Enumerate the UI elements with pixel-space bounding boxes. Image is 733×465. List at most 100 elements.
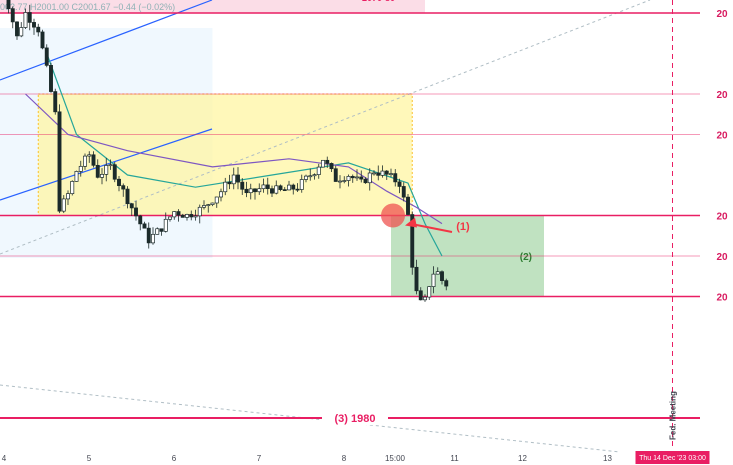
candle-body xyxy=(287,184,291,191)
pink-zone-label: 2070-80 xyxy=(362,0,395,3)
candle-body xyxy=(74,171,79,182)
candle-body xyxy=(155,228,160,235)
candle-body xyxy=(397,181,402,187)
candle-body xyxy=(384,170,389,175)
candle-body xyxy=(172,211,177,218)
candle-body xyxy=(346,176,351,181)
candle-body xyxy=(117,178,121,186)
x-tick-label: 4 xyxy=(2,454,7,463)
candle-body xyxy=(134,207,138,217)
green-target-zone-label: (2) xyxy=(520,252,532,263)
candle-body xyxy=(44,47,49,66)
candle-body xyxy=(240,181,245,190)
candle-body xyxy=(401,186,406,198)
x-tick-label: 11 xyxy=(450,454,459,463)
candle-body xyxy=(423,296,427,301)
candle-body xyxy=(261,184,266,190)
x-tick-label: 12 xyxy=(518,454,527,463)
candle-body xyxy=(146,227,151,244)
candle-body xyxy=(393,173,398,183)
candle-body xyxy=(333,168,338,182)
candle-body xyxy=(104,165,109,175)
y-tick-label: 20 xyxy=(716,293,728,304)
candle-body xyxy=(40,31,45,49)
candle-body xyxy=(316,166,321,175)
candle-body xyxy=(227,181,232,185)
y-tick-label: 20 xyxy=(716,212,728,223)
candle-body xyxy=(176,211,181,216)
candle-body xyxy=(121,185,126,190)
candle-body xyxy=(206,204,211,206)
candle-body xyxy=(253,188,257,193)
candle-body xyxy=(367,172,372,184)
candle-body xyxy=(61,198,66,212)
candle-body xyxy=(278,185,283,190)
level-1980-label-bg xyxy=(322,410,388,425)
candle-body xyxy=(87,154,92,157)
level-1980-label: (3) 1980 xyxy=(335,413,376,425)
candle-body xyxy=(359,176,364,180)
candle-body xyxy=(53,91,58,113)
candle-body xyxy=(142,223,147,229)
x-tick-label: 8 xyxy=(342,454,347,463)
candle-body xyxy=(95,164,100,178)
candle-body xyxy=(57,111,62,212)
y-tick-label: 20 xyxy=(716,131,728,142)
candle-body xyxy=(427,286,432,298)
candle-body xyxy=(231,174,236,185)
candle-body xyxy=(248,188,253,194)
candle-body xyxy=(23,12,28,28)
candle-body xyxy=(431,273,436,287)
candle-body xyxy=(321,159,325,168)
y-tick-label: 20 xyxy=(716,90,728,101)
candle-body xyxy=(304,175,308,180)
pink-zone xyxy=(0,0,425,13)
dotted-trend-up xyxy=(0,0,651,255)
candle-body xyxy=(202,205,206,208)
candle-body xyxy=(325,159,330,164)
candle-body xyxy=(380,170,385,176)
candle-body xyxy=(295,188,300,191)
candle-body xyxy=(168,216,172,220)
candle-body xyxy=(36,26,41,33)
candle-body xyxy=(193,215,198,218)
candle-body xyxy=(410,214,415,268)
candle-body xyxy=(338,180,342,183)
candle-body xyxy=(363,178,368,184)
candle-body xyxy=(244,188,249,194)
x-tick-label: 13 xyxy=(603,454,612,463)
candle-body xyxy=(265,184,270,190)
fed-meeting-label: Fed. Meeting xyxy=(669,391,678,440)
candle-body xyxy=(129,203,134,209)
candle-body xyxy=(257,188,262,193)
candle-body xyxy=(6,0,11,10)
candle-body xyxy=(32,22,36,28)
candle-body xyxy=(15,21,19,37)
candle-body xyxy=(291,184,296,190)
yellow-consolidation-zone xyxy=(38,94,413,216)
candle-body xyxy=(444,280,449,287)
candle-body xyxy=(282,189,287,191)
candle-body xyxy=(299,179,304,190)
candle-body xyxy=(66,193,70,200)
candle-body xyxy=(274,185,279,194)
candle-body xyxy=(214,196,219,204)
candle-body xyxy=(180,214,185,218)
candle-body xyxy=(83,155,87,167)
candle-body xyxy=(414,266,419,292)
candle-body xyxy=(49,65,53,92)
time-cursor-label: Thu 14 Dec '23 03:00 xyxy=(639,455,706,462)
candle-body xyxy=(27,12,32,23)
candle-body xyxy=(78,165,83,172)
candle-body xyxy=(159,228,164,232)
candle-body xyxy=(312,174,317,177)
candle-body xyxy=(125,188,130,205)
time-cursor-badge xyxy=(635,451,710,464)
candle-body xyxy=(342,180,347,182)
candle-body xyxy=(435,271,440,275)
candle-body xyxy=(138,215,143,225)
candle-body xyxy=(406,196,410,215)
candle-body xyxy=(210,202,215,205)
candle-body xyxy=(91,154,96,166)
